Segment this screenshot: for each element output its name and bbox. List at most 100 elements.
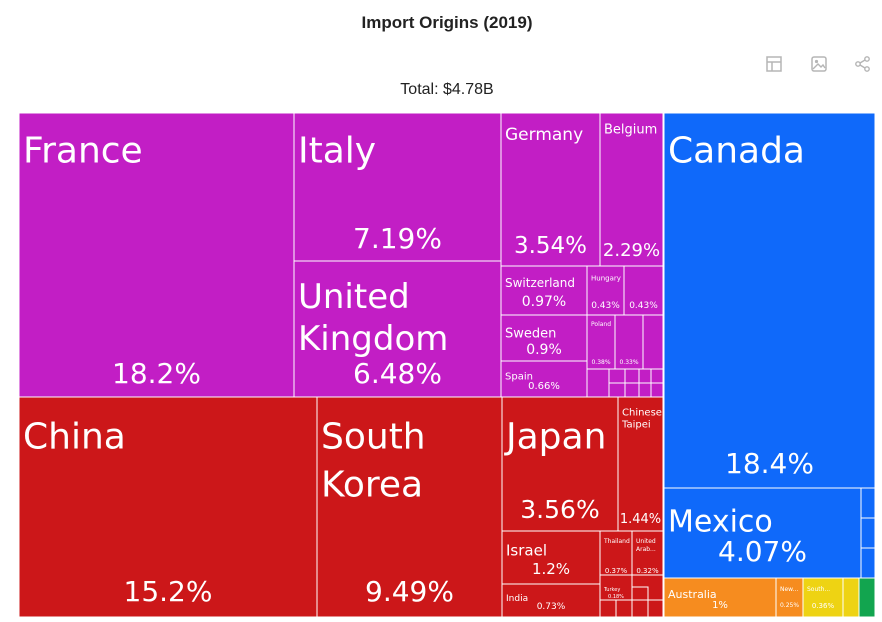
tile-label-united-kingdom: Kingdom [298,319,448,359]
tile-minor-18[interactable] [860,547,876,579]
tile-share-israel: 1.2% [532,560,570,578]
tile-turkey[interactable] [599,574,633,601]
tile-minor-2[interactable] [624,368,640,384]
tile-china[interactable] [18,396,318,618]
tile-share-thailand: 0.37% [605,567,628,575]
tile-minor-16[interactable] [860,487,876,519]
tile-share-france: 18.2% [112,357,201,390]
tile-label-canada: Canada [668,131,805,172]
tile-label-united-kingdom: United [298,277,410,317]
tile-minor-4[interactable] [650,368,664,384]
tile-minor-11[interactable] [599,599,617,618]
tile-label-germany: Germany [505,125,583,145]
tile-label-chinese-taipei: Chinese [622,408,662,419]
tile-mexico[interactable] [663,487,862,579]
tile-share-sweden: 0.9% [526,342,562,358]
tile-share-tile: 0.33% [619,359,638,366]
tile-spain[interactable] [500,360,588,398]
tile-share-united-arab: 0.32% [636,567,659,575]
total-label: Total: $4.78B [400,81,494,98]
tile-share-spain: 0.66% [528,381,560,392]
tile-minor-6[interactable] [624,382,640,398]
tile-tile[interactable] [623,265,664,316]
tile-belgium[interactable] [599,112,664,267]
tile-label-japan: Japan [504,417,606,458]
tile-south-korea[interactable] [316,396,503,618]
tile-japan[interactable] [501,396,619,532]
tile-minor-8[interactable] [650,382,664,398]
tile-minor-19[interactable] [842,577,860,618]
tile-minor-9[interactable] [642,314,664,370]
tile-minor-13[interactable] [631,599,649,618]
tile-label-poland: Poland [591,321,611,328]
tile-label-belgium: Belgium [604,123,657,138]
tile-share-poland: 0.38% [591,359,610,366]
tile-minor-12[interactable] [615,599,633,618]
tile-share-italy: 7.19% [353,222,442,255]
tile-minor-17[interactable] [860,517,876,549]
tile-share-china: 15.2% [124,575,213,608]
tile-canada[interactable] [663,112,876,489]
tile-share-germany: 3.54% [514,233,587,259]
tile-label-south-korea: South [321,417,426,458]
tile-india[interactable] [501,583,601,618]
tile-minor-3[interactable] [638,368,652,384]
tile-label-australia: Australia [668,588,717,601]
tile-share-south-korea: 9.49% [365,575,454,608]
share-icon[interactable] [854,55,872,73]
tile-minor-15[interactable] [631,586,649,601]
tile-share-hungary: 0.43% [591,301,620,311]
tile-israel[interactable] [501,530,601,585]
tile-minor-0[interactable] [586,368,610,398]
tile-south[interactable] [802,577,844,618]
tile-label-sweden: Sweden [505,327,556,342]
tile-label-switzerland: Switzerland [505,276,575,290]
tile-new[interactable] [775,577,804,618]
tile-share-turkey: 0.18% [608,594,624,600]
tile-label-south: South... [807,586,830,593]
table-icon[interactable] [765,55,783,73]
tile-label-new: New... [780,586,798,593]
tile-label-france: France [23,131,143,172]
tile-sweden[interactable] [500,314,588,362]
tile-label-spain: Spain [505,372,533,383]
tile-label-thailand: Thailand [603,538,630,545]
tile-share-united-kingdom: 6.48% [353,357,442,390]
tile-label-china: China [23,417,126,458]
tile-share-belgium: 2.29% [603,240,660,261]
tile-switzerland[interactable] [500,265,588,316]
tile-label-south-korea: Korea [321,465,423,506]
tile-label-turkey: Turkey [603,587,620,593]
tile-share-mexico: 4.07% [718,535,807,568]
tile-share-new: 0.25% [780,602,799,609]
tile-minor-20[interactable] [858,577,876,618]
tile-chinese-taipei[interactable] [617,396,664,532]
tile-share-south: 0.36% [812,602,835,610]
chart-title: Import Origins (2019) [361,13,533,32]
image-icon[interactable] [810,55,828,73]
tile-label-united-arab: Arab... [636,546,656,553]
tile-share-chinese-taipei: 1.44% [620,512,661,527]
tile-share-japan: 3.56% [520,495,599,524]
tile-label-united-arab: United [636,538,656,545]
tile-label-india: India [506,594,528,604]
tile-label-italy: Italy [298,131,376,172]
tile-france[interactable] [18,112,295,398]
tile-thailand[interactable] [599,530,633,576]
tile-germany[interactable] [500,112,601,267]
tile-label-chinese-taipei: Taipei [621,420,651,431]
tile-label-mexico: Mexico [668,505,773,540]
tile-minor-7[interactable] [638,382,652,398]
tile-united-arab[interactable] [631,530,664,576]
tile-share-tile: 0.43% [629,301,658,311]
tile-share-australia: 1% [712,600,728,611]
tile-minor-5[interactable] [608,382,626,398]
tile-minor-14[interactable] [647,599,664,618]
tile-share-switzerland: 0.97% [522,294,566,310]
tile-label-israel: Israel [506,541,547,559]
tile-share-india: 0.73% [537,602,566,612]
tile-minor-1[interactable] [608,368,626,384]
tile-share-canada: 18.4% [725,447,814,480]
tile-label-hungary: Hungary [591,274,621,282]
